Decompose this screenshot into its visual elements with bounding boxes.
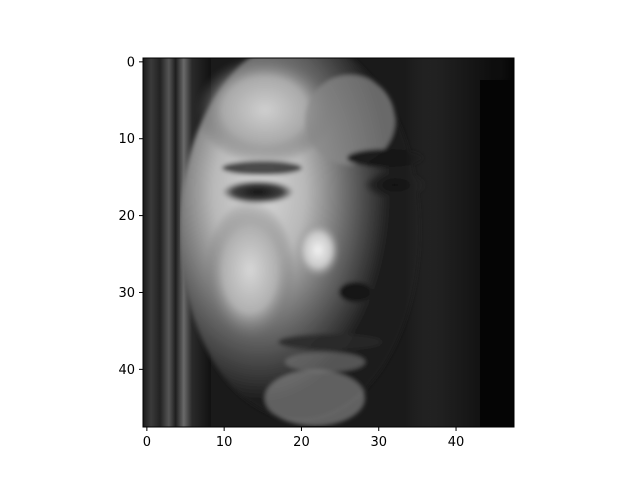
y-axis: 0 10 20 30 40 (118, 55, 143, 378)
x-axis: 0 10 20 30 40 (143, 427, 465, 450)
y-tick-label: 30 (118, 286, 135, 301)
x-tick-label: 10 (216, 435, 233, 450)
face-image (143, 58, 514, 427)
y-tick-label: 10 (118, 132, 135, 147)
y-tick-label: 20 (118, 209, 135, 224)
axes-frame (142, 57, 515, 428)
x-tick-label: 20 (293, 435, 310, 450)
y-tick-label: 0 (127, 55, 135, 70)
x-tick-label: 30 (370, 435, 387, 450)
x-tick-label: 40 (448, 435, 465, 450)
y-tick-label: 40 (118, 363, 135, 378)
x-tick-label: 0 (143, 435, 151, 450)
